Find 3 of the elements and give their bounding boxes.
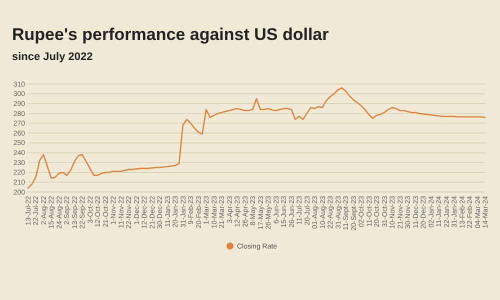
chart-title: Rupee's performance against US dollar [12,25,330,44]
chart-subtitle: since July 2022 [12,51,93,63]
line-series [27,87,486,189]
